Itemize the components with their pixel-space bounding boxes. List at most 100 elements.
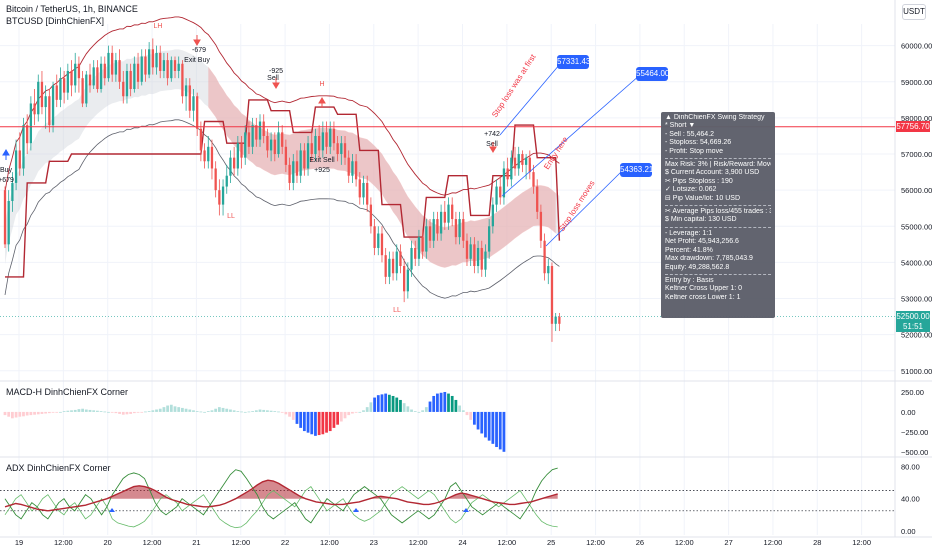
symbol-title: Bitcoin / TetherUS, 1h, BINANCE <box>6 4 138 14</box>
macd-bar <box>3 411 7 416</box>
candle-body <box>26 125 29 144</box>
macd-bar <box>406 406 410 412</box>
strategy-line: - Sell : 55,464.2 <box>665 130 715 138</box>
candle-body <box>247 132 251 147</box>
time-tick-label: 19 <box>15 538 23 547</box>
macd-bar <box>321 411 325 435</box>
candle-body <box>425 226 428 252</box>
candle-body <box>480 247 483 270</box>
macd-bar <box>395 397 399 412</box>
macd-bar <box>243 411 247 413</box>
candle-body <box>443 211 446 223</box>
time-tick-label: 27 <box>724 538 732 547</box>
candle-body <box>428 226 432 241</box>
macd-bar <box>229 409 232 412</box>
keltner-lower-line <box>4 119 560 299</box>
signal-label: -679 <box>192 47 206 54</box>
price-tick-label: 59000.00 <box>901 78 932 87</box>
adx-signal-icon <box>463 508 469 512</box>
macd-tick-label: −250.00 <box>901 428 928 437</box>
candle-body <box>22 125 25 169</box>
candle-body <box>40 81 44 108</box>
macd-bar <box>480 411 484 434</box>
annotation-callout[interactable]: 55464.00 <box>636 67 669 81</box>
signal-label: +925 <box>314 167 330 174</box>
candle-body <box>517 154 520 169</box>
candle-body <box>292 161 295 183</box>
macd-bar <box>125 411 129 415</box>
candle-body <box>88 74 92 86</box>
macd-bar <box>44 411 48 414</box>
candle-body <box>524 157 528 165</box>
price-tick-label: 60000.00 <box>901 42 932 51</box>
candle-body <box>454 219 458 238</box>
time-tick-label: 12:00 <box>54 538 73 547</box>
macd-bar <box>103 411 107 413</box>
candle-body <box>262 121 265 136</box>
macd-bar <box>269 410 273 412</box>
candle-body <box>218 190 221 205</box>
macd-bar <box>262 409 266 412</box>
macd-bar <box>295 411 299 424</box>
candle-body <box>502 168 506 198</box>
macd-bar <box>314 411 317 436</box>
macd-bar <box>365 407 369 412</box>
strategy-line: ✂ Pips Stoploss : 190 <box>665 177 733 185</box>
candle-body <box>510 157 513 180</box>
signal-label: +679 <box>0 177 14 184</box>
macd-bar <box>358 411 362 413</box>
time-tick-label: 12:00 <box>497 538 516 547</box>
candle-body <box>462 219 465 241</box>
buy-arrow-icon <box>2 149 10 160</box>
candle-body <box>114 60 118 75</box>
annotation-text: Stop loss was at first <box>490 52 538 119</box>
macd-bar <box>166 405 170 412</box>
macd-bar <box>247 411 251 413</box>
candle-body <box>162 60 166 71</box>
candle-body <box>354 161 358 180</box>
price-tick-label: 51000.00 <box>901 367 932 376</box>
candle-body <box>473 244 476 267</box>
candle-body <box>122 81 125 97</box>
candle-body <box>458 219 461 238</box>
macd-bar <box>302 411 306 432</box>
macd-bar <box>129 411 133 414</box>
candle-body <box>155 52 158 68</box>
time-tick-label: 12:00 <box>586 538 605 547</box>
macd-bar <box>487 411 491 441</box>
macd-tick-label: −500.00 <box>901 448 928 457</box>
annotation-line <box>501 74 641 197</box>
candle-body <box>99 63 103 90</box>
time-tick-label: 12:00 <box>852 538 871 547</box>
macd-bar <box>155 409 158 412</box>
candle-body <box>192 96 195 111</box>
macd-bar <box>173 406 177 412</box>
annotation-callout[interactable]: 57331.43 <box>557 55 590 69</box>
annotation-callout[interactable]: 54363.21 <box>620 163 653 177</box>
candle-body <box>288 164 291 183</box>
strategy-line: Keltner Cross Upper 1: 0 <box>665 285 743 293</box>
candle-body <box>532 172 535 187</box>
currency-button[interactable]: USDT <box>902 4 926 20</box>
signal-label: Exit Buy <box>184 57 210 64</box>
macd-bar <box>232 410 236 412</box>
macd-bar <box>18 411 22 417</box>
macd-bar <box>55 411 59 413</box>
macd-bar <box>343 411 347 419</box>
macd-bar <box>110 411 114 413</box>
macd-bar <box>410 409 413 412</box>
macd-bar <box>380 394 384 412</box>
candle-body <box>232 157 236 169</box>
candle-body <box>414 247 417 259</box>
candle-body <box>391 258 395 274</box>
candle-body <box>351 161 354 176</box>
candle-body <box>221 186 225 205</box>
time-tick-label: 23 <box>370 538 378 547</box>
macd-bar <box>484 411 487 438</box>
candle-body <box>536 186 539 212</box>
candle-body <box>295 161 299 176</box>
macd-bar <box>70 410 73 412</box>
strategy-line: ✂ Average Pips loss/455 trades : 39 <box>665 208 771 216</box>
